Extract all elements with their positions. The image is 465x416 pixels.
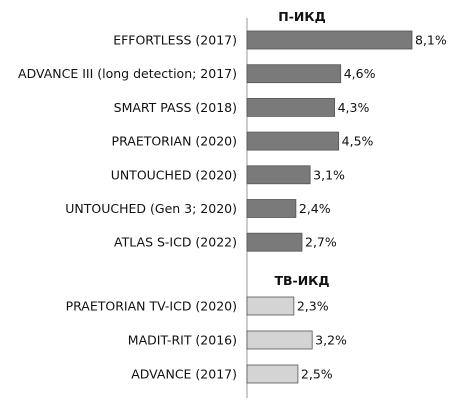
category-label: SMART PASS (2018) [114,100,237,115]
bar [246,64,342,84]
bar [246,296,295,316]
value-label: 3,2% [315,333,347,348]
bar [246,131,340,151]
value-label: 4,6% [344,66,376,81]
category-label: ATLAS S-ICD (2022) [114,235,237,250]
category-label: ADVANCE (2017) [131,367,237,382]
bar [246,330,313,350]
bar [246,199,297,218]
group-title: ТВ-ИКД [274,273,329,288]
category-label: EFFORTLESS (2017) [113,33,237,48]
value-label: 3,1% [313,167,345,182]
category-label: PRAETORIAN (2020) [112,134,237,149]
group-title: П-ИКД [278,9,325,24]
category-label: UNTOUCHED (Gen 3; 2020) [65,201,237,216]
value-label: 4,5% [342,134,374,149]
value-label: 2,5% [301,367,333,382]
bar [246,232,303,252]
bar [246,30,413,50]
value-label: 2,3% [297,299,329,314]
value-label: 4,3% [338,100,370,115]
value-label: 2,4% [299,201,331,216]
category-label: PRAETORIAN TV-ICD (2020) [66,299,237,314]
value-label: 8,1% [415,33,447,48]
bar [246,165,311,185]
bar [246,98,335,117]
category-label: ADVANCE III (long detection; 2017) [18,66,237,81]
category-label: MADIT-RIT (2016) [128,333,237,348]
value-label: 2,7% [305,235,337,250]
bar [246,364,299,384]
category-label: UNTOUCHED (2020) [111,167,237,182]
